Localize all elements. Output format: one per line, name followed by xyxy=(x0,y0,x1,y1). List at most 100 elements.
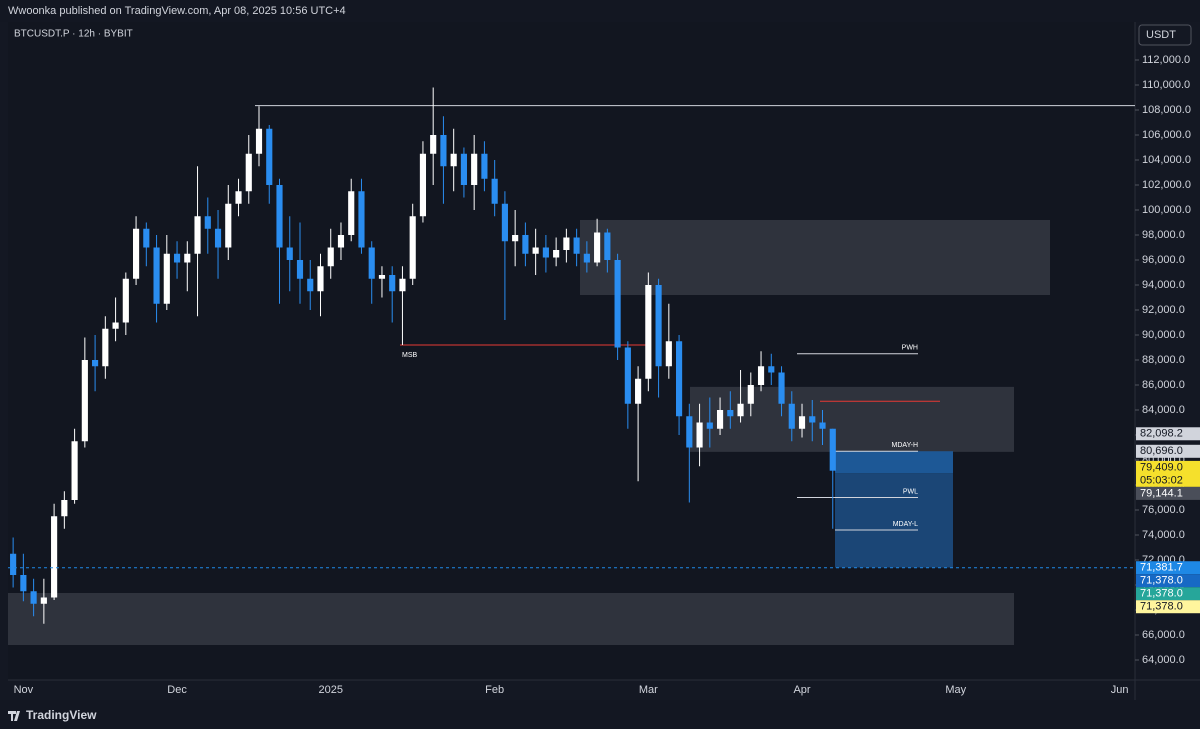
candle-body xyxy=(727,410,734,417)
x-tick-label: Apr xyxy=(793,684,810,696)
candle-body xyxy=(153,247,160,304)
candle-body xyxy=(286,247,293,260)
candle-body xyxy=(163,253,170,304)
candle-body xyxy=(194,216,201,254)
x-tick-label: Feb xyxy=(485,684,504,696)
x-tick-label: Dec xyxy=(167,684,187,696)
candle-body xyxy=(676,341,683,417)
candle-body xyxy=(235,191,242,204)
candle-body xyxy=(368,247,375,279)
candle-body xyxy=(645,285,652,379)
candle-body xyxy=(471,153,478,185)
price-tag xyxy=(1136,587,1200,601)
price-tag xyxy=(1136,486,1200,500)
candle-body xyxy=(317,266,324,292)
candle-body xyxy=(245,153,252,192)
y-tick-label: 92,000.0 xyxy=(1142,304,1185,316)
candle-body xyxy=(757,366,765,385)
candle-body xyxy=(768,366,775,373)
candle-body xyxy=(92,360,99,367)
candle-body xyxy=(71,441,78,500)
candle-body xyxy=(327,247,334,267)
price-tag xyxy=(1136,427,1200,441)
x-tick-label: 2025 xyxy=(318,684,342,696)
series-layer: 64,000.066,000.068,000.070,000.072,000.0… xyxy=(8,54,1200,696)
y-tick-label: 106,000.0 xyxy=(1142,129,1191,141)
candle-body xyxy=(747,385,754,404)
candle-body xyxy=(778,372,785,404)
candle-body xyxy=(112,322,119,329)
candle-body xyxy=(696,422,703,448)
y-tick-label: 64,000.0 xyxy=(1142,654,1185,666)
price-tag xyxy=(1136,444,1200,458)
candle-body xyxy=(184,253,191,263)
x-tick-label: May xyxy=(945,684,966,696)
position-entry xyxy=(835,451,953,474)
candle-body xyxy=(563,237,570,250)
y-tick-label: 112,000.0 xyxy=(1142,54,1190,66)
candle-body xyxy=(829,428,836,471)
candle-body xyxy=(686,416,693,448)
y-tick-label: 96,000.0 xyxy=(1142,254,1185,266)
candle-body xyxy=(716,410,724,429)
candle-body xyxy=(819,422,826,429)
position-target xyxy=(835,473,953,568)
candle-body xyxy=(204,216,211,229)
level-label: MSB xyxy=(402,352,418,359)
candle-body xyxy=(276,185,283,248)
candle-body xyxy=(266,128,273,185)
y-tick-label: 108,000.0 xyxy=(1142,104,1191,116)
candle-body xyxy=(51,516,58,598)
level-label: PWL xyxy=(903,488,918,495)
header-bar xyxy=(0,0,1200,22)
candle-body xyxy=(399,278,406,292)
candle-body xyxy=(173,253,181,263)
candle-body xyxy=(665,341,672,367)
price-tag-label: 71,378.0 xyxy=(1140,575,1183,587)
candle-body xyxy=(573,237,580,254)
candle-body xyxy=(132,228,140,279)
currency-box[interactable] xyxy=(1138,24,1192,46)
candle-body xyxy=(296,260,304,279)
footer-bar xyxy=(0,700,1200,729)
level-label: PWH xyxy=(902,345,918,352)
zone xyxy=(690,386,1014,452)
candle-body xyxy=(10,553,17,575)
candle-body xyxy=(81,360,88,442)
price-tag xyxy=(1136,574,1200,588)
level-label: MDAY-L xyxy=(893,521,918,528)
candle-body xyxy=(430,135,437,154)
price-tag xyxy=(1136,561,1200,575)
candle-body xyxy=(706,422,713,429)
currency[interactable]: USDT xyxy=(1146,29,1176,41)
brand: TradingView xyxy=(26,708,97,722)
candle-body xyxy=(512,235,519,242)
y-tick-label: 76,000.0 xyxy=(1142,504,1185,516)
symbol-title: BTCUSDT.P · 12h · BYBIT xyxy=(14,29,133,40)
candle-body xyxy=(337,235,345,248)
candle-body xyxy=(409,216,416,279)
x-tick-label: Nov xyxy=(14,684,34,696)
zone xyxy=(580,220,1050,295)
x-tick-label: Jun xyxy=(1111,684,1129,696)
candle-body xyxy=(419,153,427,217)
y-tick-label: 102,000.0 xyxy=(1142,179,1191,191)
candle-body xyxy=(798,416,806,429)
candle-body xyxy=(583,253,590,263)
candle-body xyxy=(225,203,232,248)
candle-body xyxy=(40,597,47,604)
candle-body xyxy=(614,260,621,348)
price-timer: 05:03:02 xyxy=(1140,474,1183,486)
y-tick-label: 90,000.0 xyxy=(1142,329,1185,341)
candle-body xyxy=(737,403,744,417)
y-tick-label: 84,000.0 xyxy=(1142,404,1185,416)
y-tick-label: 88,000.0 xyxy=(1142,354,1185,366)
candle-body xyxy=(255,128,263,154)
candle-body xyxy=(348,191,355,235)
candle-body xyxy=(143,228,150,248)
candle-body xyxy=(553,250,560,258)
price-tag-label: 71,378.0 xyxy=(1140,588,1183,600)
candle-body xyxy=(214,228,222,248)
